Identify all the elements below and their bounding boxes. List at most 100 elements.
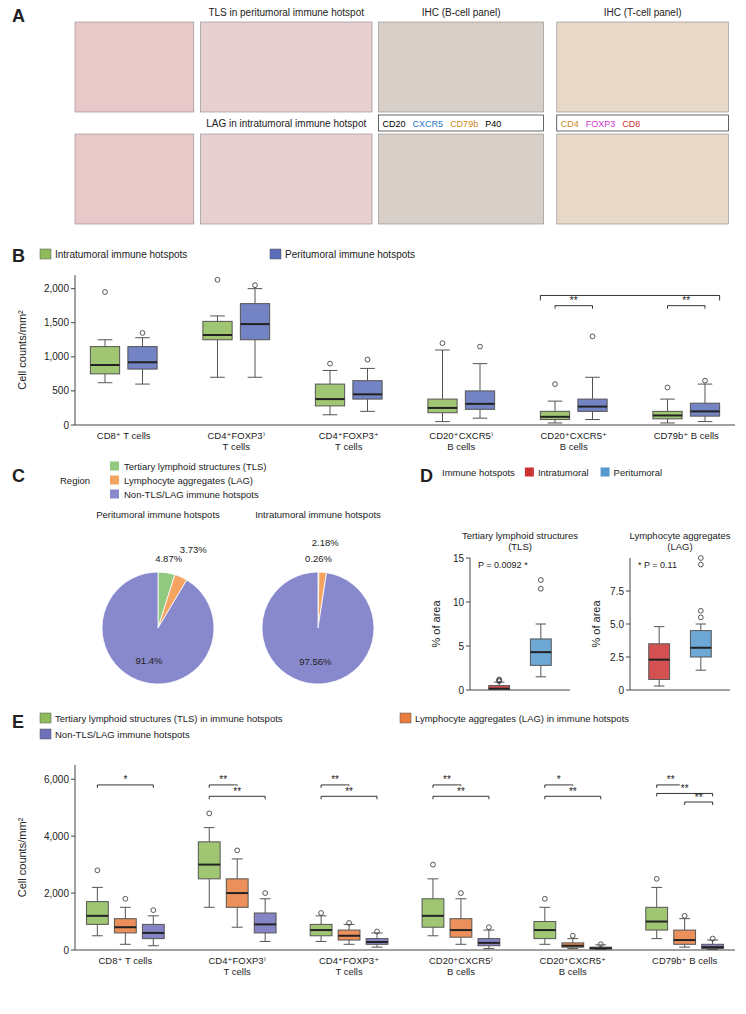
- legend-swatch: [40, 713, 51, 723]
- whisker-high: [217, 316, 218, 321]
- text-line: 91.4%: [136, 655, 163, 666]
- outlier: [497, 678, 502, 683]
- x-tick-label: CD79b⁺ B cells: [652, 955, 717, 966]
- median: [590, 947, 612, 949]
- box: [450, 919, 472, 938]
- text-line: Tertiary lymphoid structures (TLS) in im…: [55, 713, 283, 724]
- significance-label: **: [570, 295, 578, 306]
- text-line: 4,000: [44, 831, 69, 842]
- text-line: IHC (B-cell panel): [422, 7, 501, 18]
- whisker-high: [255, 289, 256, 304]
- text-line: 2,000: [44, 888, 69, 899]
- text-line: 7.5: [610, 586, 624, 597]
- whisker-high: [572, 939, 573, 943]
- x-tick-label: CD20⁺CXCR5⁾B cells: [429, 955, 493, 977]
- text-line: **: [345, 786, 353, 797]
- y-tick: [71, 390, 75, 391]
- text-line: **: [233, 786, 241, 797]
- whisker-cap: [148, 915, 159, 916]
- data-label: 2.18%: [312, 537, 339, 548]
- whisker-low: [321, 936, 322, 942]
- text-line: 1,000: [44, 351, 69, 362]
- median: [114, 926, 136, 928]
- significance-label: **: [681, 783, 689, 794]
- legend-swatch: [270, 249, 281, 259]
- text-line: E: [12, 712, 24, 732]
- significance-label: *: [557, 774, 561, 785]
- stain-legend-entry: CXCR5: [413, 119, 444, 129]
- significance-label: *: [123, 774, 127, 785]
- outlier: [538, 586, 543, 591]
- y-tick: [71, 425, 75, 426]
- box: [315, 384, 344, 406]
- median: [690, 410, 719, 412]
- text-line: B: [12, 246, 25, 266]
- significance-label: **: [443, 774, 451, 785]
- whisker-low: [125, 933, 126, 944]
- text-line: *: [123, 774, 127, 785]
- text-line: Lymphocyte aggregates: [629, 530, 730, 541]
- data-label: 4.87%: [155, 553, 182, 564]
- outlier: [123, 896, 128, 901]
- text-line: **: [219, 774, 227, 785]
- y-tick-label: 4,000: [44, 831, 69, 842]
- image-title: IHC (B-cell panel): [422, 7, 501, 18]
- median: [315, 398, 344, 400]
- figure: TLS in peritumoral immune hotspotIHC (B-…: [0, 0, 746, 1014]
- text-line: 4.87%: [155, 553, 182, 564]
- data-label: 91.4%: [136, 655, 163, 666]
- median: [450, 929, 472, 931]
- text-line: Intratumoral immune hotspots: [255, 509, 381, 520]
- box: [203, 321, 232, 339]
- whisker-low: [142, 369, 143, 384]
- whisker-cap: [473, 418, 488, 419]
- box: [478, 939, 500, 946]
- x-axis: [630, 690, 730, 691]
- text-line: CD8⁺ T cells: [97, 430, 151, 441]
- text-line: CD20⁺CXCR5⁾: [429, 955, 493, 966]
- box: [590, 947, 612, 949]
- median: [142, 932, 164, 934]
- outlier: [703, 378, 708, 383]
- outlier: [710, 936, 715, 941]
- outlier: [151, 908, 156, 913]
- median: [649, 659, 670, 661]
- text-line: **: [667, 774, 675, 785]
- text-line: *: [557, 774, 561, 785]
- median: [366, 941, 388, 943]
- text-line: **: [570, 295, 578, 306]
- text-line: 500: [52, 385, 69, 396]
- text-line: **: [331, 774, 339, 785]
- text-line: **: [569, 786, 577, 797]
- whisker-cap: [323, 370, 338, 371]
- text-line: 0: [618, 685, 624, 696]
- outlier: [486, 925, 491, 930]
- outlier: [682, 913, 687, 918]
- box: [690, 631, 711, 657]
- y-tick: [71, 779, 75, 780]
- legend-swatch: [525, 468, 534, 477]
- whisker-cap: [536, 676, 546, 677]
- median: [226, 892, 248, 894]
- whisker-cap: [344, 924, 355, 925]
- whisker-low: [540, 665, 541, 676]
- whisker-cap: [455, 944, 466, 945]
- whisker-cap: [232, 927, 243, 928]
- whisker-high: [105, 340, 106, 347]
- box: [90, 347, 119, 374]
- whisker-high: [480, 364, 481, 391]
- stain-legend-entry: CD20: [383, 119, 406, 129]
- x-tick-label: CD4⁺FOXP3⁺T cells: [319, 955, 379, 977]
- whisker-low: [667, 419, 668, 423]
- whisker-cap: [455, 898, 466, 899]
- legend-swatch: [40, 729, 51, 739]
- box: [254, 913, 276, 933]
- outlier: [431, 862, 436, 867]
- image-title: IHC (T-cell panel): [604, 7, 682, 18]
- whisker-cap: [707, 940, 718, 941]
- text-line: % of area: [430, 600, 442, 648]
- significance-label: **: [667, 774, 675, 785]
- text-line: Non-TLS/LAG immune hotspots: [124, 489, 259, 500]
- outlier: [553, 382, 558, 387]
- y-tick: [466, 602, 470, 603]
